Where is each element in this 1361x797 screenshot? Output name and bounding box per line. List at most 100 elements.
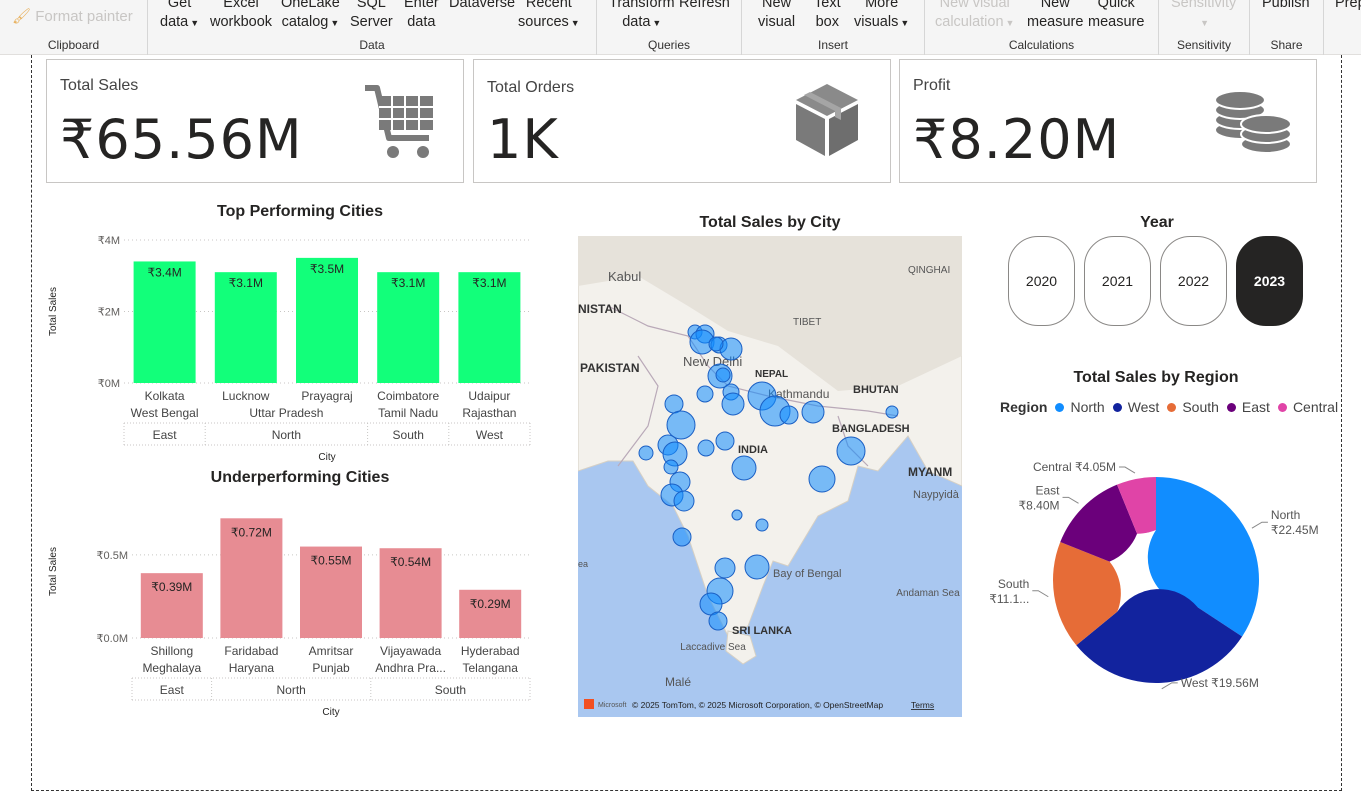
- year-button-2023[interactable]: 2023: [1236, 236, 1303, 326]
- map-terms-link[interactable]: Terms: [911, 700, 934, 710]
- new-visual-button[interactable]: New visual: [758, 0, 796, 30]
- city-bubble[interactable]: [801, 400, 825, 424]
- city-bubble[interactable]: [664, 394, 684, 414]
- city-bubble[interactable]: [638, 445, 654, 461]
- city-bubble[interactable]: [672, 527, 692, 547]
- year-button-2020[interactable]: 2020: [1008, 236, 1075, 326]
- card-title: Total Sales: [60, 77, 139, 94]
- profit-card[interactable]: Profit ₹8.20M: [899, 59, 1317, 183]
- city-bubble[interactable]: [721, 392, 745, 416]
- excel-workbook-button[interactable]: Excel workbook: [210, 0, 273, 30]
- chevron-down-icon: ▼: [330, 18, 340, 28]
- dataverse-button[interactable]: Dataverse: [449, 0, 516, 11]
- text-box-button[interactable]: Text box: [814, 0, 841, 30]
- x-tick-state: Telangana: [463, 661, 519, 675]
- bar-data-label: ₹0.29M: [470, 597, 511, 611]
- bar-data-label: ₹3.4M: [147, 265, 181, 279]
- map-place-label: BANGLADESH: [832, 423, 910, 435]
- map-place-label: Bay of Bengal: [773, 568, 842, 580]
- map-attribution: © 2025 TomTom, © 2025 Microsoft Corporat…: [632, 700, 883, 710]
- x-tick-state: Punjab: [312, 661, 350, 675]
- legend-entry[interactable]: South: [1182, 399, 1219, 415]
- legend-entry[interactable]: North: [1070, 399, 1105, 415]
- x-tick-city: Amritsar: [309, 644, 354, 658]
- legend-entry[interactable]: Central: [1292, 399, 1339, 415]
- total-orders-card[interactable]: Total Orders 1K: [473, 59, 891, 183]
- city-bubble[interactable]: [663, 459, 679, 475]
- prep-button[interactable]: Prep: [1335, 0, 1361, 11]
- under-cities-chart[interactable]: Total Sales ₹0.0M ₹0.5M ₹0.39M Shillong ₹0.72…: [40, 500, 540, 720]
- bar[interactable]: [140, 573, 203, 638]
- year-slicer-title: Year: [1140, 214, 1174, 231]
- bar[interactable]: [220, 518, 283, 638]
- city-bubble[interactable]: [885, 405, 899, 419]
- recent-sources-button[interactable]: Recent sources ▼: [518, 0, 580, 30]
- city-bubble[interactable]: [715, 431, 735, 451]
- x-tick-state: Meghalaya: [142, 661, 201, 675]
- top-cities-chart[interactable]: Total Sales ₹0M ₹2M ₹4M ₹3.4M Kolkata ₹3.1M Luc…: [40, 225, 540, 465]
- city-bubble[interactable]: [708, 336, 724, 352]
- enter-data-button[interactable]: Enter data: [404, 0, 439, 30]
- city-bubble[interactable]: [673, 490, 695, 512]
- insert-group: New visual Text box More visuals ▼ Insert: [742, 0, 925, 55]
- sql-server-button[interactable]: SQL Server: [350, 0, 393, 30]
- bar[interactable]: [133, 261, 196, 383]
- sensitivity-button[interactable]: Sensitivity ▼: [1171, 0, 1237, 28]
- city-bubble[interactable]: [836, 436, 866, 466]
- quick-measure-button[interactable]: Quick measure: [1088, 0, 1145, 30]
- city-bubble[interactable]: [731, 509, 743, 521]
- donut-slice[interactable]: [1060, 484, 1138, 562]
- bar[interactable]: [379, 548, 442, 638]
- x-tick-state: Uttar Pradesh: [249, 406, 323, 420]
- publish-button[interactable]: Publish: [1262, 0, 1310, 11]
- year-button-2022[interactable]: 2022: [1160, 236, 1227, 326]
- city-bubble[interactable]: [696, 385, 714, 403]
- donut-slice[interactable]: [1076, 589, 1243, 683]
- legend-entry[interactable]: West: [1127, 399, 1160, 415]
- city-bubble[interactable]: [715, 367, 731, 383]
- donut-slice[interactable]: [1053, 542, 1121, 646]
- city-bubble[interactable]: [755, 518, 769, 532]
- refresh-button[interactable]: Refresh: [679, 0, 730, 11]
- get-data-button[interactable]: Get data ▼: [160, 0, 200, 30]
- y-tick-label: ₹0M: [98, 378, 120, 390]
- bar[interactable]: [214, 272, 277, 383]
- map-place-label: TIBET: [793, 317, 821, 328]
- city-bubble[interactable]: [744, 554, 770, 580]
- bar[interactable]: [377, 272, 440, 383]
- donut-slice[interactable]: [1117, 477, 1156, 534]
- new-visual-calculation-button[interactable]: New visual calculation ▼: [935, 0, 1015, 30]
- data-group: Get data ▼ Excel workbook OneLake catalog ▼ S…: [148, 0, 597, 55]
- city-bubble[interactable]: [719, 337, 743, 361]
- x-tick-city: Udaipur: [468, 389, 510, 403]
- sales-map[interactable]: Kabul NISTAN PAKISTAN New Delhi TIBET QINGHAI…: [578, 236, 962, 717]
- legend-entry[interactable]: East: [1241, 399, 1270, 415]
- city-bubble[interactable]: [808, 465, 836, 493]
- total-sales-card[interactable]: Total Sales ₹65.56M: [46, 59, 464, 183]
- x-tick-state: Rajasthan: [462, 406, 516, 420]
- bar[interactable]: [458, 272, 521, 383]
- map-place-label: BHUTAN: [853, 384, 899, 396]
- city-bubble[interactable]: [666, 410, 696, 440]
- format-painter-button[interactable]: 🖌 Format painter: [12, 8, 133, 25]
- transform-data-button[interactable]: Transform data ▼: [609, 0, 675, 30]
- city-bubble[interactable]: [779, 405, 799, 425]
- slice-leader-line: [1062, 496, 1079, 504]
- legend-swatch: [1112, 402, 1122, 412]
- new-measure-button[interactable]: New measure: [1027, 0, 1084, 30]
- city-bubble[interactable]: [697, 439, 715, 457]
- bar[interactable]: [459, 589, 522, 638]
- city-bubble[interactable]: [731, 455, 757, 481]
- chevron-down-icon: ▼: [900, 18, 910, 28]
- bar[interactable]: [300, 546, 362, 638]
- city-bubble[interactable]: [708, 611, 728, 631]
- year-button-2021[interactable]: 2021: [1084, 236, 1151, 326]
- region-donut-chart[interactable]: North₹22.45M West ₹19.56M South₹11.1... Eas…: [990, 450, 1320, 720]
- bar[interactable]: [296, 257, 358, 383]
- city-bubble[interactable]: [714, 557, 736, 579]
- slice-value-label: ₹11.1...: [990, 592, 1029, 606]
- more-visuals-button[interactable]: More visuals ▼: [854, 0, 910, 30]
- x-tick-city: Vijayawada: [380, 644, 441, 658]
- onelake-catalog-button[interactable]: OneLake catalog ▼: [281, 0, 340, 30]
- slice-leader-line: [1251, 521, 1268, 529]
